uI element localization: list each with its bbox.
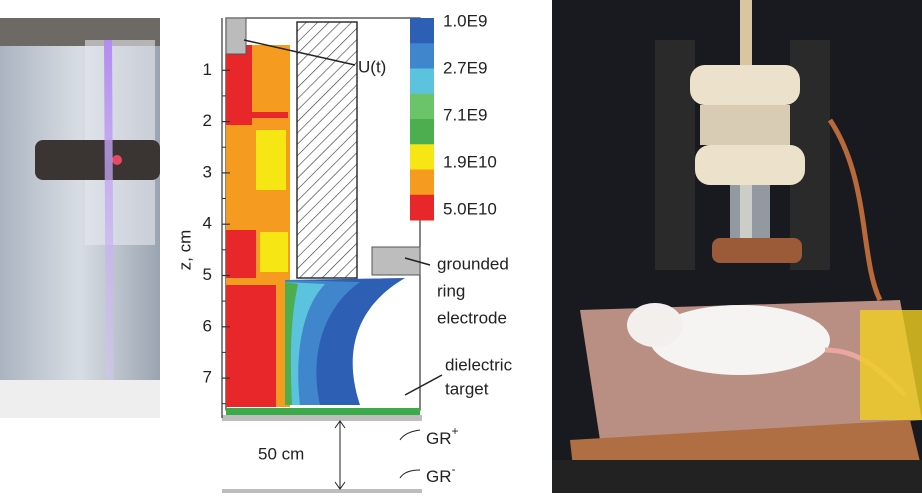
colorbar-label: 2.7E9 — [443, 58, 487, 77]
ring-label: electrode — [437, 308, 507, 327]
voltage-label: U(t) — [358, 57, 386, 76]
colorbar-band — [410, 94, 434, 120]
colorbar-band — [410, 144, 434, 170]
tick-label: 4 — [203, 214, 212, 233]
colorbar-label: 1.0E9 — [443, 11, 487, 30]
colorbar-band — [410, 119, 434, 145]
tick-label: 3 — [203, 162, 212, 181]
gr-base: GR — [426, 429, 452, 448]
colorbar-band — [410, 195, 434, 221]
simulation — [222, 18, 442, 493]
left-photo — [0, 18, 160, 418]
colorbar-band — [410, 69, 434, 95]
gr-base: GR — [426, 467, 452, 486]
gr-minus: GR- — [426, 462, 456, 486]
colorbar-label: 7.1E9 — [443, 105, 487, 124]
axis-label: z, cm — [175, 230, 194, 271]
tick-label: 5 — [203, 265, 212, 284]
gr-sup: + — [452, 424, 459, 438]
distance-label: 50 cm — [258, 444, 304, 463]
ring-label: grounded — [437, 254, 509, 273]
colorbar-band — [410, 170, 434, 196]
colorbar-label: 5.0E10 — [443, 199, 497, 218]
ring-label: ring — [437, 281, 465, 300]
tick-label: 1 — [203, 60, 212, 79]
gr-sup: - — [452, 462, 456, 476]
target-label: dielectric — [445, 355, 513, 374]
tick-label: 6 — [203, 316, 212, 335]
tick-label: 2 — [203, 111, 212, 130]
right-photo — [552, 0, 922, 493]
tick-label: 7 — [203, 368, 212, 387]
colorbar-band — [410, 18, 434, 44]
figure: z, cm U(t) grounded ring electrode diele… — [0, 0, 922, 493]
colorbar-band — [410, 43, 434, 69]
target-label: target — [445, 379, 489, 398]
colorbar-label: 1.9E10 — [443, 152, 497, 171]
gr-plus: GR+ — [426, 424, 459, 448]
